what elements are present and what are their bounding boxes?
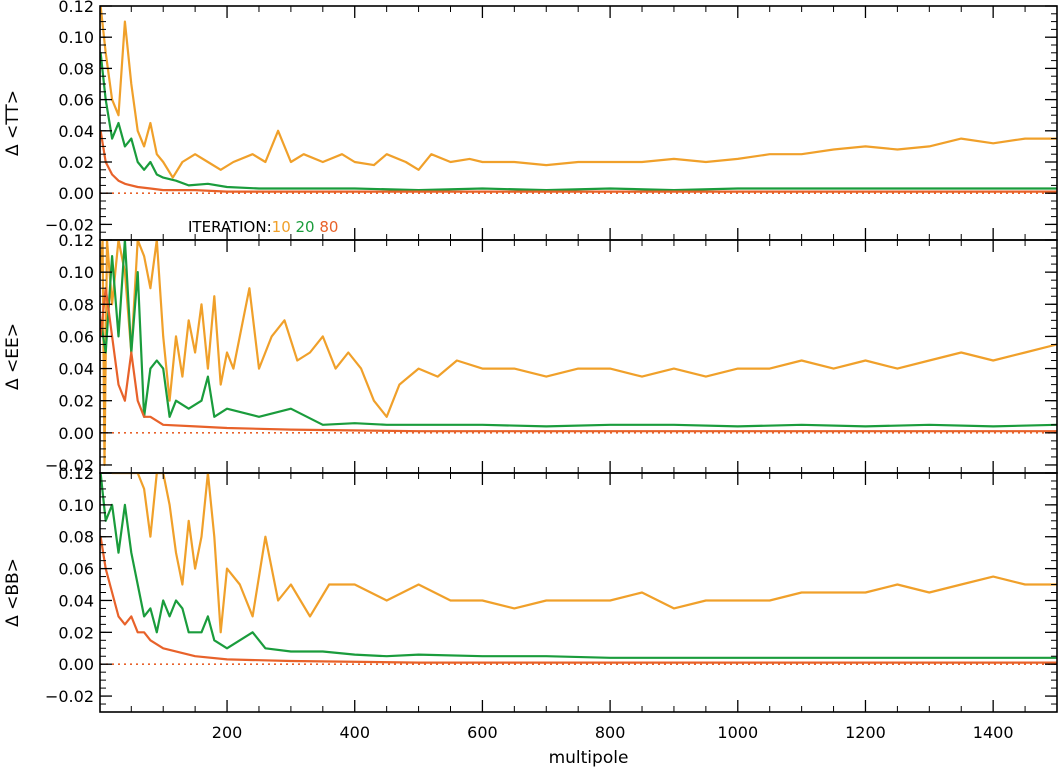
y-axis-title: Δ <EE> [3,323,23,390]
series-line-80 [100,535,1057,664]
panel-1: −0.02 0.00 0.02 0.04 0.06 0.08 0.10 0.12 Δ <EE> [3,231,1058,475]
series-line-10 [100,240,1057,467]
y-tick-label: 0.10 [58,263,94,282]
y-tick-label: 0.10 [58,496,94,515]
x-tick-label: 200 [212,723,243,742]
series-line-20 [100,473,1057,659]
y-tick-label: 0.06 [58,91,94,110]
y-tick-label: 0.04 [58,360,94,379]
series-group [100,6,1057,193]
x-tick-label: 1200 [845,723,886,742]
series-line-20 [100,51,1057,192]
panel-2: −0.02 0.00 0.02 0.04 0.06 0.08 0.10 0.12 Δ <BB> [3,464,1058,713]
y-tick-label: 0.02 [58,392,94,411]
series-line-20 [100,240,1057,428]
y-tick-label: −0.02 [45,687,94,706]
y-tick-label: 0.06 [58,327,94,346]
y-tick-label: 0.00 [58,655,94,674]
legend: ITERATION:10 20 80 [188,218,338,236]
series-line-80 [100,129,1057,193]
y-tick-label: 0.08 [58,59,94,78]
legend-entry-80: 80 [315,218,339,236]
x-tick-label: 400 [339,723,370,742]
y-tick-label: 0.00 [58,184,94,203]
x-axis-title: multipole [549,748,629,768]
y-tick-label: 0.12 [58,231,94,250]
y-tick-label: −0.02 [45,456,94,475]
y-tick-label: 0.12 [58,464,94,483]
y-tick-label: 0.00 [58,424,94,443]
y-tick-label: 0.12 [58,0,94,16]
x-tick-label: 600 [467,723,498,742]
y-tick-label: 0.06 [58,560,94,579]
y-axis-title: Δ <TT> [3,90,23,156]
panel-frame [99,5,1058,241]
legend-entry-20: 20 [291,218,315,236]
y-tick-label: 0.08 [58,528,94,547]
panel-frame [99,239,1058,474]
series-line-10 [100,6,1057,179]
y-tick-label: 0.10 [58,28,94,47]
y-tick-label: 0.02 [58,623,94,642]
series-line-10 [111,473,1057,634]
y-axis-title: Δ <BB> [3,558,23,627]
x-tick-label: 1000 [717,723,758,742]
legend-title: ITERATION: [188,218,272,236]
y-tick-label: 0.08 [58,295,94,314]
y-tick-label: 0.02 [58,153,94,172]
series-group [100,473,1057,664]
x-tick-label: 1400 [973,723,1014,742]
x-tick-label: 800 [595,723,626,742]
series-line-80 [100,287,1057,433]
panel-0: −0.02 0.00 0.02 0.04 0.06 0.08 0.10 0.12 Δ <TT> [3,0,1058,241]
y-tick-label: −0.02 [45,215,94,234]
y-tick-label: 0.04 [58,591,94,610]
legend-entry-10: 10 [272,218,291,236]
y-tick-label: 0.04 [58,122,94,141]
series-group [100,240,1057,467]
